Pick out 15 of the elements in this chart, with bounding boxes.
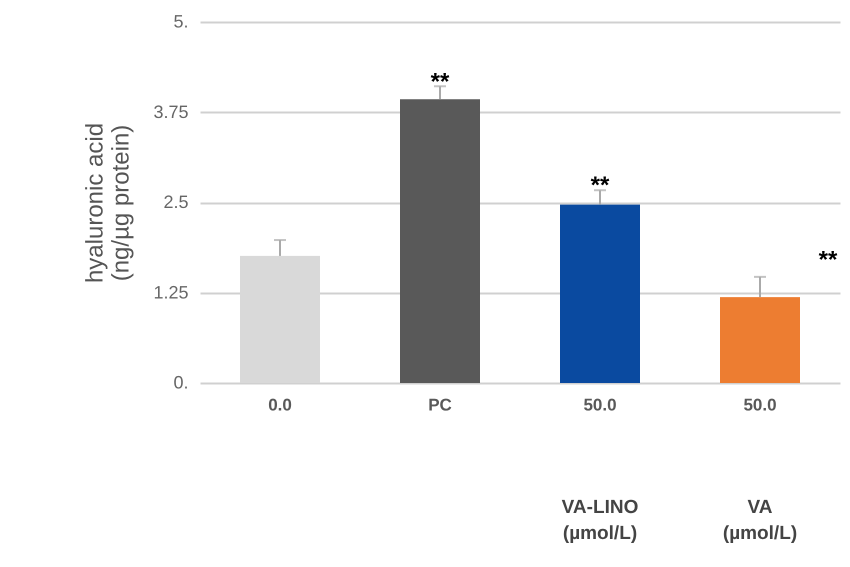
x-tick-label: 50.0 <box>743 396 777 414</box>
x-tick-label: 50.0 <box>583 396 617 414</box>
y-tick-label: 0. <box>173 372 188 392</box>
text: VA (µmol/L) <box>722 497 798 544</box>
y-tick-label: 3.75 <box>153 102 188 122</box>
text: VA-LINO (µmol/L) <box>562 497 638 544</box>
annotation: ** <box>430 68 450 96</box>
x-tick-label: PC <box>428 396 452 414</box>
y-tick-label: 1.25 <box>153 282 188 302</box>
x-tick-label: 0.0 <box>268 396 292 414</box>
y-axis-title: hyaluronic acid (ng/µg protein) <box>81 122 134 284</box>
annotation: ** <box>590 172 610 200</box>
y-tick-label: 5. <box>173 12 188 32</box>
annotation: ** <box>818 246 838 274</box>
y-tick-label: 2.5 <box>163 192 188 212</box>
